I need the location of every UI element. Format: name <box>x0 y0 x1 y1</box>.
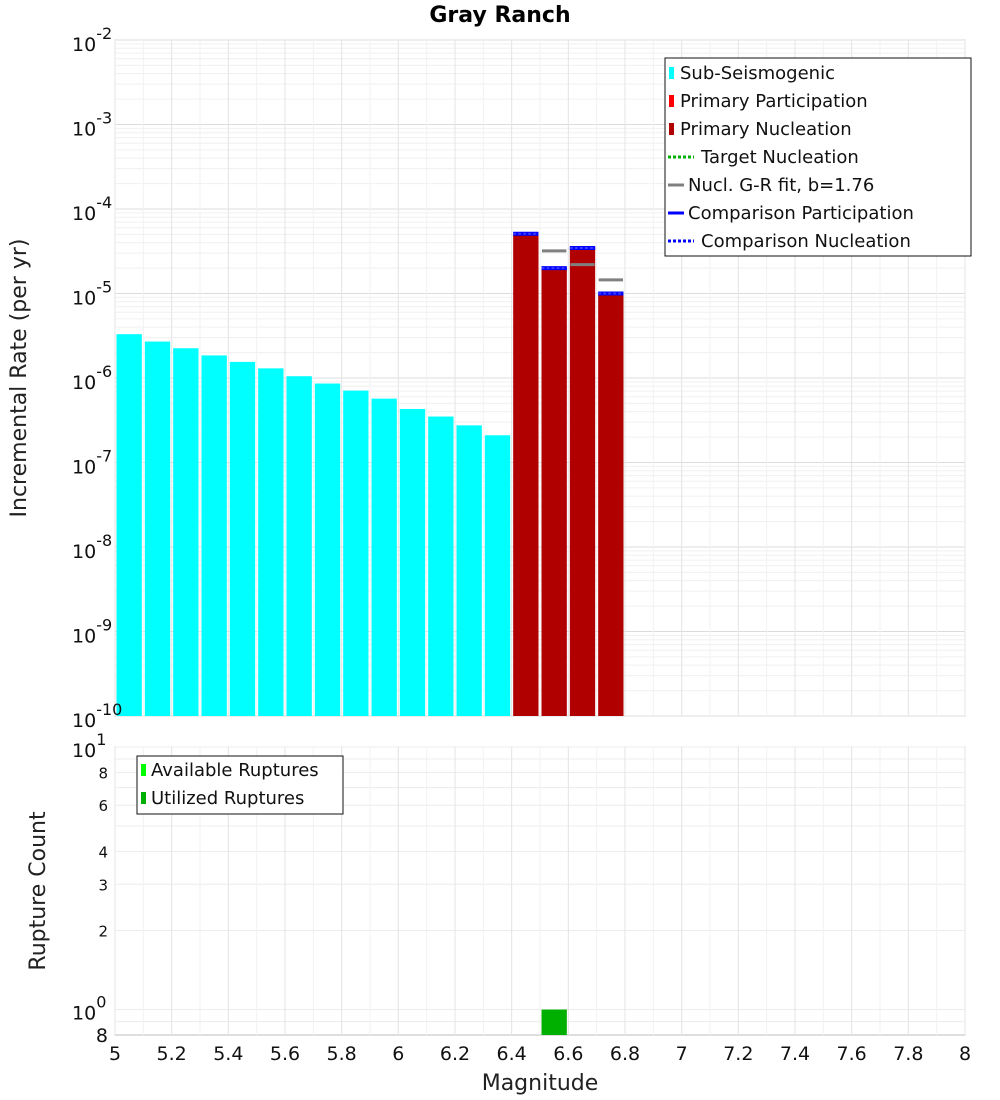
legend-label: Comparison Nucleation <box>701 231 911 252</box>
x-tick-label: 7.6 <box>837 1043 867 1065</box>
x-tick-label: 5.6 <box>270 1043 300 1065</box>
x-tick-label: 6.4 <box>497 1043 527 1065</box>
count-y-minor-tick-label: 6 <box>98 797 108 815</box>
x-tick-label: 6 <box>392 1043 404 1065</box>
magnitude-x-ticks: 5 5.2 5.4 5.6 5.8 6 6.2 6.4 6.6 6.8 7 7.2 7.4 7.6 7.8 8 <box>109 1043 971 1065</box>
utilized-ruptures-bar <box>541 1009 567 1035</box>
count-y-tick-label: 100 <box>72 993 106 1025</box>
y-tick-label: 10-6 <box>72 362 112 394</box>
legend-swatch <box>141 792 146 804</box>
legend-label: Sub-Seismogenic <box>680 63 835 84</box>
sub-seismogenic-bar <box>314 383 341 716</box>
legend-label: Primary Participation <box>680 91 868 112</box>
rate-legend: Sub-Seismogenic Primary Participation Prim… <box>664 57 972 257</box>
sub-seismogenic-bar <box>428 416 454 716</box>
x-tick-label: 6.2 <box>440 1043 470 1065</box>
sub-seismogenic-bar <box>371 398 397 716</box>
sub-seismogenic-bar <box>258 368 284 716</box>
sub-seismogenic-bar <box>173 348 199 716</box>
sub-seismogenic-bar <box>201 355 227 716</box>
primary-nucleation-bar <box>541 268 567 716</box>
x-tick-label: 5 <box>109 1043 121 1065</box>
count-y-minor-tick-label: 4 <box>98 843 108 861</box>
count-legend: Available Ruptures Utilized Ruptures <box>136 755 344 815</box>
sub-seismogenic-bar <box>144 341 171 716</box>
legend-swatch <box>669 67 674 79</box>
x-tick-label: 7.2 <box>723 1043 753 1065</box>
count-y-minor-tick-label: 8 <box>96 1025 108 1047</box>
chart-title: Gray Ranch <box>429 3 570 28</box>
primary-nucleation-bar <box>598 293 624 716</box>
x-tick-label: 5.4 <box>213 1043 243 1065</box>
rate-bars <box>116 234 624 717</box>
count-plot-grid <box>114 746 966 1035</box>
legend-swatch <box>669 95 674 107</box>
y-tick-label: 10-3 <box>72 109 112 141</box>
count-bars <box>541 1009 567 1035</box>
sub-seismogenic-bar <box>229 361 256 716</box>
y-tick-label: 10-8 <box>72 531 112 563</box>
sub-seismogenic-bar <box>286 376 312 716</box>
x-tick-label: 7.4 <box>780 1043 810 1065</box>
x-tick-label: 7.8 <box>893 1043 923 1065</box>
primary-nucleation-bar <box>513 234 539 717</box>
x-tick-label: 7 <box>676 1043 688 1065</box>
y-tick-label: 10-5 <box>72 278 112 310</box>
sub-seismogenic-bar <box>484 435 511 716</box>
x-tick-label: 6.8 <box>610 1043 640 1065</box>
count-y-minor-tick-label: 3 <box>98 876 108 894</box>
sub-seismogenic-bar <box>456 425 482 716</box>
legend-swatch <box>669 123 674 135</box>
x-tick-label: 5.8 <box>327 1043 357 1065</box>
count-y-axis-label: Rupture Count <box>26 811 51 971</box>
rate-y-ticks: 10-2 10-3 10-4 10-5 10-6 10-7 10-8 10-9 10-10 <box>72 24 122 732</box>
legend-label: Available Ruptures <box>151 760 319 781</box>
y-tick-label: 10-2 <box>72 24 112 56</box>
legend-label: Primary Nucleation <box>680 119 852 140</box>
legend-label: Target Nucleation <box>700 147 859 168</box>
sub-seismogenic-bar <box>399 408 426 716</box>
rate-y-axis-label: Incremental Rate (per yr) <box>7 239 32 518</box>
primary-nucleation-bar <box>569 247 596 716</box>
count-y-tick-label: 101 <box>72 730 106 762</box>
legend-label: Nucl. G-R fit, b=1.76 <box>688 175 874 196</box>
count-y-minor-tick-label: 8 <box>98 764 108 782</box>
y-tick-label: 10-9 <box>72 616 112 648</box>
legend-swatch <box>141 764 146 776</box>
x-tick-label: 8 <box>959 1043 971 1065</box>
rate-lines <box>513 231 624 296</box>
legend-label: Comparison Participation <box>688 203 914 224</box>
sub-seismogenic-bar <box>343 390 369 716</box>
legend-label: Utilized Ruptures <box>151 788 304 809</box>
y-tick-label: 10-10 <box>72 700 122 732</box>
x-tick-label: 5.2 <box>157 1043 187 1065</box>
count-y-minor-tick-label: 2 <box>98 923 108 941</box>
x-axis-label: Magnitude <box>482 1071 599 1096</box>
y-tick-label: 10-4 <box>72 193 112 225</box>
y-tick-label: 10-7 <box>72 447 112 479</box>
sub-seismogenic-bar <box>116 334 142 716</box>
x-tick-label: 6.6 <box>553 1043 583 1065</box>
